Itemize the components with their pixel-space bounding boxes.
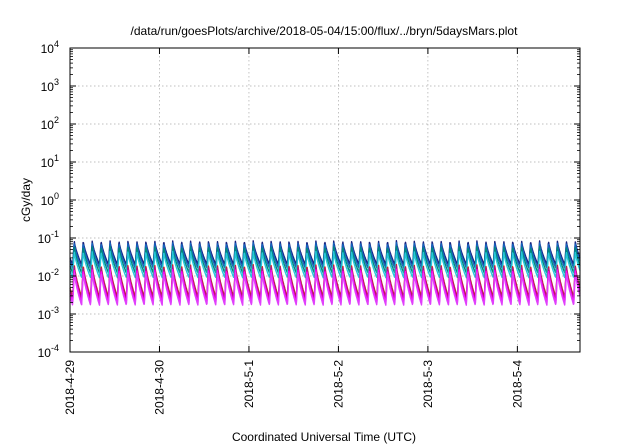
x-tick-label: 2018-5-4 (510, 360, 524, 408)
y-tick-label: 102 (41, 115, 59, 132)
y-axis-label: cGy/day (19, 178, 33, 222)
series-line-7 (69, 268, 581, 304)
x-tick-label: 2018-4-29 (63, 360, 77, 415)
x-tick-label: 2018-5-1 (242, 360, 256, 408)
y-tick-label: 10-3 (38, 305, 59, 322)
y-axis-tick-labels: 10-4 10-3 10-2 10-1 100 101 102 103 104 (38, 39, 59, 360)
grid-lines (70, 48, 580, 352)
y-tick-label: 10-2 (38, 267, 59, 284)
y-tick-label: 104 (41, 39, 59, 56)
x-tick-label: 2018-5-2 (331, 360, 345, 408)
x-tick-label: 2018-4-30 (152, 360, 166, 415)
axis-ticks (69, 47, 580, 353)
series-line-2 (69, 241, 581, 269)
data-series-group (69, 239, 581, 306)
x-axis-label: Coordinated Universal Time (UTC) (232, 430, 416, 444)
y-tick-label: 103 (41, 77, 59, 94)
series-line-6 (69, 265, 581, 301)
y-tick-label: 100 (41, 191, 59, 208)
series-line-4 (69, 250, 581, 279)
x-tick-label: 2018-5-3 (421, 360, 435, 408)
series-line-8 (69, 271, 581, 306)
y-tick-label: 101 (41, 153, 59, 170)
y-tick-label: 10-4 (38, 343, 59, 360)
series-line-3 (69, 245, 581, 274)
chart-title: /data/run/goesPlots/archive/2018-05-04/1… (131, 24, 519, 38)
x-axis-tick-labels: 2018-4-29 2018-4-30 2018-5-1 2018-5-2 2018-5… (63, 360, 524, 415)
y-tick-label: 10-1 (38, 229, 59, 246)
series-line-1 (69, 239, 581, 266)
